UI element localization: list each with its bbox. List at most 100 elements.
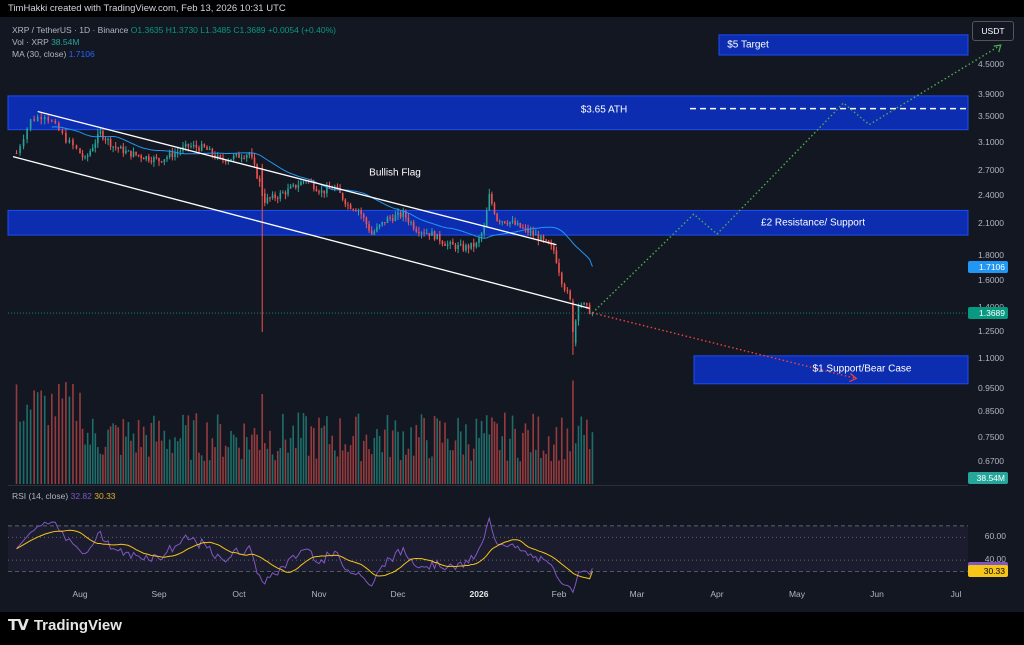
- volume-bar: [574, 443, 577, 484]
- time-tick-label: Aug: [72, 589, 88, 599]
- volume-bar: [222, 456, 224, 484]
- volume-bar: [179, 438, 182, 484]
- candle-body: [563, 284, 566, 290]
- candle-body: [137, 154, 140, 156]
- volume-bar: [200, 455, 203, 484]
- volume-bar: [65, 382, 67, 484]
- candle-body: [410, 222, 412, 224]
- candle-body: [550, 243, 553, 246]
- candle-body: [264, 193, 266, 203]
- price-tick-label: 1.6000: [978, 274, 1004, 285]
- currency-button[interactable]: USDT: [972, 21, 1014, 41]
- candle-body: [132, 151, 135, 157]
- price-tick-label: 1.1000: [978, 352, 1004, 363]
- volume-bar: [302, 413, 305, 484]
- legend-change: +0.0054 (+0.40%): [267, 25, 336, 35]
- candle-body: [357, 210, 360, 212]
- volume-bar: [331, 435, 333, 484]
- volume-bar: [381, 452, 384, 484]
- price-tick-label: 3.1000: [978, 136, 1004, 147]
- volume-bar: [415, 425, 418, 484]
- price-tick-label: 1.2500: [978, 326, 1004, 336]
- volume-bar: [355, 416, 357, 484]
- volume-bar: [72, 383, 74, 484]
- candle-body: [279, 192, 282, 199]
- volume-bar: [271, 454, 274, 484]
- candle-body: [328, 186, 331, 189]
- legend-open: O1.3635: [130, 25, 164, 35]
- candle-body: [102, 131, 104, 139]
- volume-bar: [339, 418, 341, 484]
- volume-bar: [524, 423, 527, 484]
- candle-body: [524, 227, 527, 229]
- candle-body: [504, 221, 506, 224]
- volume-bar: [227, 447, 230, 484]
- price-tick-label: 3.9000: [978, 88, 1004, 99]
- candle-body: [235, 153, 238, 156]
- candle-body: [163, 159, 166, 163]
- candle-body: [341, 192, 344, 200]
- candle-body: [109, 138, 112, 147]
- candle-body: [478, 237, 480, 243]
- volume-bar: [522, 432, 524, 484]
- candle-body: [439, 233, 441, 242]
- volume-bar: [459, 431, 462, 484]
- candle-body: [208, 148, 211, 150]
- candle-body: [79, 148, 81, 154]
- volume-bar: [137, 419, 140, 484]
- volume-bar: [577, 425, 580, 484]
- volume-bar: [586, 419, 588, 484]
- candle-body: [232, 155, 235, 160]
- volume-bar: [235, 437, 238, 484]
- volume-bar: [516, 457, 519, 484]
- tradingview-logo[interactable]: 𝗧𝗩 TradingView: [8, 616, 122, 635]
- volume-bar: [320, 427, 323, 484]
- bull-projection-path: [591, 44, 1002, 314]
- volume-bar: [488, 434, 491, 484]
- candle-body: [127, 150, 130, 152]
- volume-bar: [457, 417, 459, 484]
- creator-line: TimHakki created with TradingView.com, F…: [8, 3, 286, 14]
- volume-bar: [122, 419, 125, 484]
- volume-bar: [545, 453, 547, 484]
- volume-bar: [428, 458, 431, 484]
- candle-body: [192, 144, 195, 147]
- volume-bar: [50, 393, 53, 484]
- volume-bar: [362, 440, 365, 484]
- volume-bar: [365, 434, 368, 484]
- volume-bar: [253, 428, 256, 484]
- volume-bar: [68, 396, 71, 484]
- volume-bar: [420, 414, 423, 484]
- volume-bar: [580, 416, 583, 484]
- candle-body: [405, 211, 407, 218]
- candle-body: [245, 154, 248, 158]
- volume-bar: [125, 436, 127, 484]
- volume-bar: [208, 460, 211, 484]
- volume-bar: [94, 433, 97, 484]
- candle-body: [122, 146, 125, 154]
- volume-bar: [184, 425, 187, 484]
- candle-body: [261, 167, 264, 197]
- volume-bar: [216, 414, 219, 484]
- time-tick-label: 2026: [469, 589, 489, 599]
- candle-body: [297, 185, 300, 188]
- candle-body: [418, 231, 420, 234]
- candle-body: [292, 184, 294, 187]
- price-tick-label: 3.5000: [978, 111, 1004, 122]
- volume-bar: [352, 436, 355, 484]
- rsi-tick-label: 60.00: [984, 531, 1006, 542]
- candle-body: [391, 218, 394, 221]
- candle-body: [315, 189, 318, 192]
- price-chart-svg[interactable]: [0, 0, 1024, 612]
- volume-bar: [511, 415, 514, 484]
- candle-body: [540, 235, 542, 241]
- volume-bar: [501, 436, 504, 484]
- candle-body: [407, 217, 410, 223]
- volume-bar: [504, 412, 506, 484]
- volume-bar: [274, 460, 276, 484]
- volume-bar: [397, 431, 399, 484]
- volume-bar: [307, 455, 310, 484]
- candle-body: [211, 148, 214, 155]
- candle-body: [360, 210, 362, 215]
- volume-bar: [79, 392, 81, 484]
